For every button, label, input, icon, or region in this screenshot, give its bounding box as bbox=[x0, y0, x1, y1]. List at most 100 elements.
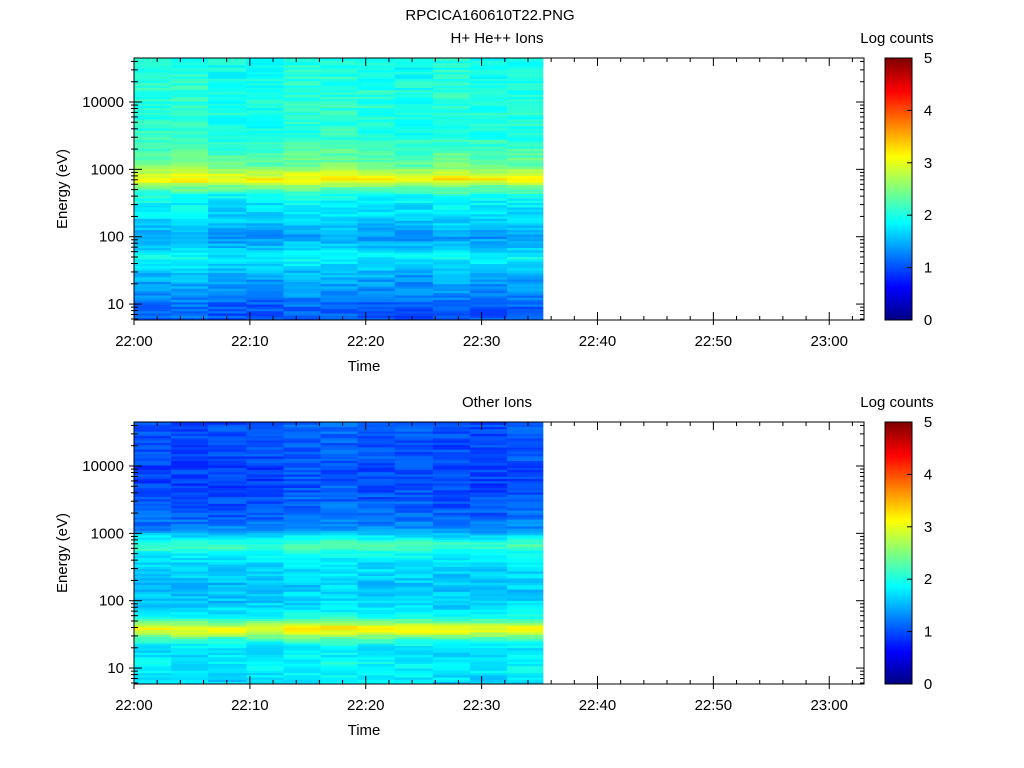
heatmap-cell bbox=[432, 107, 471, 111]
colorbar-step bbox=[885, 651, 912, 654]
heatmap-cell bbox=[507, 272, 544, 276]
colorbar-step bbox=[885, 509, 912, 512]
colorbar-step bbox=[885, 304, 912, 308]
heatmap-cell bbox=[208, 476, 247, 479]
heatmap-cell bbox=[394, 634, 434, 637]
heatmap-cell bbox=[171, 265, 209, 269]
heatmap-cell bbox=[507, 283, 544, 287]
heatmap-cell bbox=[432, 134, 471, 138]
heatmap-cell bbox=[171, 259, 209, 262]
heatmap-cell bbox=[134, 438, 172, 441]
heatmap-cell bbox=[320, 679, 358, 683]
heatmap-cell bbox=[134, 153, 172, 156]
heatmap-cell bbox=[134, 254, 172, 258]
heatmap-cell bbox=[394, 557, 434, 561]
heatmap-cell bbox=[470, 503, 508, 507]
colorbar-tick-label: 1 bbox=[924, 260, 932, 277]
heatmap-cell bbox=[208, 632, 247, 635]
heatmap-cell bbox=[357, 159, 396, 163]
heatmap-cell bbox=[432, 261, 471, 264]
heatmap-cell bbox=[283, 195, 321, 199]
heatmap-cell bbox=[320, 449, 358, 452]
heatmap-cell bbox=[507, 74, 544, 77]
heatmap-cell bbox=[394, 130, 434, 134]
colorbar-step bbox=[885, 274, 912, 277]
heatmap-cell bbox=[283, 435, 321, 439]
heatmap-cell bbox=[246, 458, 284, 461]
x-tick-label: 22:00 bbox=[115, 697, 153, 714]
heatmap-cell bbox=[470, 89, 508, 93]
heatmap-cell bbox=[432, 528, 471, 531]
heatmap-cell bbox=[208, 259, 247, 262]
heatmap-cell bbox=[432, 297, 471, 300]
heatmap-cell bbox=[507, 155, 544, 158]
heatmap-cell bbox=[134, 532, 172, 536]
heatmap-cell bbox=[470, 625, 508, 628]
heatmap-cell bbox=[507, 105, 544, 109]
colorbar-step bbox=[885, 579, 912, 582]
colorbar-step bbox=[885, 269, 912, 273]
heatmap-cell bbox=[246, 508, 284, 511]
heatmap-cell bbox=[432, 65, 471, 68]
heatmap-cell bbox=[208, 96, 247, 100]
heatmap-cell bbox=[507, 674, 544, 678]
heatmap-cell bbox=[507, 681, 544, 685]
heatmap-cell bbox=[246, 193, 284, 197]
heatmap-cell bbox=[171, 636, 209, 640]
heatmap-cell bbox=[357, 281, 396, 285]
heatmap-cell bbox=[507, 535, 544, 538]
heatmap-cell bbox=[246, 265, 284, 269]
heatmap-cell bbox=[470, 139, 508, 143]
heatmap-cell bbox=[394, 157, 434, 161]
heatmap-cell bbox=[394, 182, 434, 185]
heatmap-cell bbox=[171, 553, 209, 556]
heatmap-cell bbox=[171, 168, 209, 172]
heatmap-cell bbox=[171, 643, 209, 646]
heatmap-cell bbox=[171, 453, 209, 457]
heatmap-cell bbox=[246, 614, 284, 617]
heatmap-cell bbox=[470, 512, 508, 516]
heatmap-cell bbox=[134, 171, 172, 174]
heatmap-cell bbox=[208, 119, 247, 122]
heatmap-cell bbox=[432, 83, 471, 86]
colorbar-step bbox=[885, 239, 912, 242]
heatmap-cell bbox=[357, 661, 396, 664]
heatmap-cell bbox=[320, 191, 358, 194]
heatmap-cell bbox=[134, 144, 172, 147]
heatmap-cell bbox=[507, 130, 544, 134]
heatmap-cell bbox=[394, 598, 434, 601]
heatmap-cell bbox=[507, 301, 544, 305]
heatmap-cell bbox=[357, 492, 396, 495]
colorbar-step bbox=[885, 432, 912, 436]
heatmap-cell bbox=[208, 512, 247, 516]
heatmap-cell bbox=[283, 261, 321, 264]
heatmap-cell bbox=[507, 442, 544, 446]
heatmap-cell bbox=[507, 202, 544, 206]
heatmap-cell bbox=[470, 116, 508, 120]
heatmap-cell bbox=[208, 519, 247, 522]
heatmap-cell bbox=[432, 182, 471, 185]
heatmap-cell bbox=[134, 593, 172, 597]
heatmap-cell bbox=[470, 476, 508, 479]
heatmap-cell bbox=[134, 98, 172, 102]
x-tick-label: 22:10 bbox=[231, 697, 269, 714]
heatmap-cell bbox=[134, 83, 172, 86]
heatmap-cell bbox=[283, 548, 321, 552]
heatmap-cell bbox=[432, 568, 471, 572]
heatmap-cell bbox=[470, 128, 508, 131]
heatmap-cell bbox=[283, 487, 321, 491]
heatmap-cell bbox=[171, 562, 209, 565]
heatmap-cell bbox=[171, 575, 209, 579]
heatmap-cell bbox=[470, 530, 508, 534]
heatmap-cell bbox=[394, 222, 434, 226]
colorbar-step bbox=[885, 219, 912, 223]
heatmap-cell bbox=[507, 288, 544, 291]
heatmap-cell bbox=[320, 159, 358, 163]
heatmap-cell bbox=[470, 605, 508, 608]
heatmap-cell bbox=[208, 645, 247, 649]
heatmap-cell bbox=[432, 89, 471, 93]
heatmap-cell bbox=[208, 460, 247, 464]
heatmap-cell bbox=[507, 539, 544, 543]
colorbar-step bbox=[885, 428, 912, 432]
heatmap-cell bbox=[320, 186, 358, 190]
